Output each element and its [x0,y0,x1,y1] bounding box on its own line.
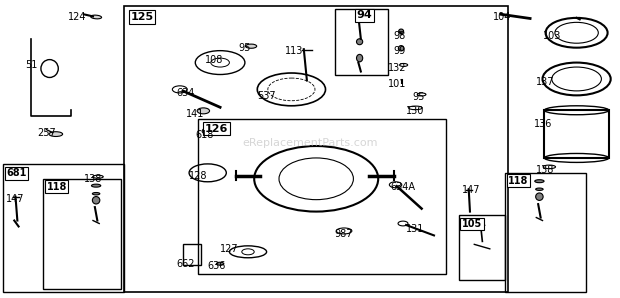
Ellipse shape [92,184,100,187]
Text: 51: 51 [25,60,37,70]
Text: 104: 104 [493,12,512,22]
Bar [198,119,446,274]
Bar [183,244,202,265]
Text: 128: 128 [189,171,208,181]
Text: 147: 147 [462,185,480,195]
Text: 130: 130 [406,106,425,116]
Bar [3,164,124,292]
Text: 103: 103 [542,31,561,41]
Text: 132: 132 [388,63,406,73]
Text: eReplacementParts.com: eReplacementParts.com [242,138,378,148]
Bar [124,6,508,292]
Ellipse shape [536,188,543,190]
Ellipse shape [536,193,543,200]
Text: 634A: 634A [391,182,415,192]
Text: 127: 127 [220,244,239,254]
Text: 138: 138 [84,174,102,184]
Text: 118: 118 [508,176,529,186]
Text: 681: 681 [6,168,27,179]
Text: 118: 118 [46,182,67,192]
Text: 105: 105 [462,219,482,229]
Text: 634: 634 [177,88,195,98]
Text: 99: 99 [394,46,406,56]
Text: 125: 125 [130,12,153,22]
Text: 125: 125 [130,12,153,22]
Ellipse shape [246,44,257,48]
Text: 95: 95 [239,43,251,53]
Ellipse shape [49,132,63,136]
Text: 257: 257 [37,128,56,138]
Text: 131: 131 [406,224,425,234]
Text: 141: 141 [186,109,205,119]
Text: 118: 118 [508,176,529,186]
Bar [459,215,505,280]
Text: 636: 636 [208,261,226,271]
Bar [544,110,609,158]
Text: 105: 105 [462,219,482,229]
Bar [43,179,121,289]
Text: 138: 138 [536,165,555,176]
Text: 618: 618 [195,130,214,140]
Text: 118: 118 [46,182,67,192]
Ellipse shape [92,193,100,195]
Text: 136: 136 [534,119,553,129]
Ellipse shape [92,197,100,204]
Text: 94: 94 [356,10,372,21]
Ellipse shape [399,29,404,34]
Text: 101: 101 [388,79,406,89]
Text: 113: 113 [285,46,304,56]
Text: 987: 987 [335,229,353,240]
Bar [335,9,388,74]
Text: 662: 662 [177,259,195,269]
Ellipse shape [91,15,102,19]
Text: 537: 537 [257,91,276,101]
Text: 108: 108 [205,55,223,65]
Text: 126: 126 [205,124,228,134]
Text: 95: 95 [412,92,425,103]
Bar [505,173,586,292]
Ellipse shape [534,180,544,183]
Text: 147: 147 [6,194,25,204]
Circle shape [197,108,210,114]
Ellipse shape [356,39,363,45]
Ellipse shape [356,55,363,62]
Text: 124: 124 [68,12,87,22]
Ellipse shape [398,46,404,51]
Text: 126: 126 [205,124,228,134]
Text: 98: 98 [394,31,406,41]
Text: 94: 94 [356,10,372,21]
Text: 137: 137 [536,77,555,88]
Ellipse shape [216,262,224,265]
Text: 681: 681 [6,168,27,179]
